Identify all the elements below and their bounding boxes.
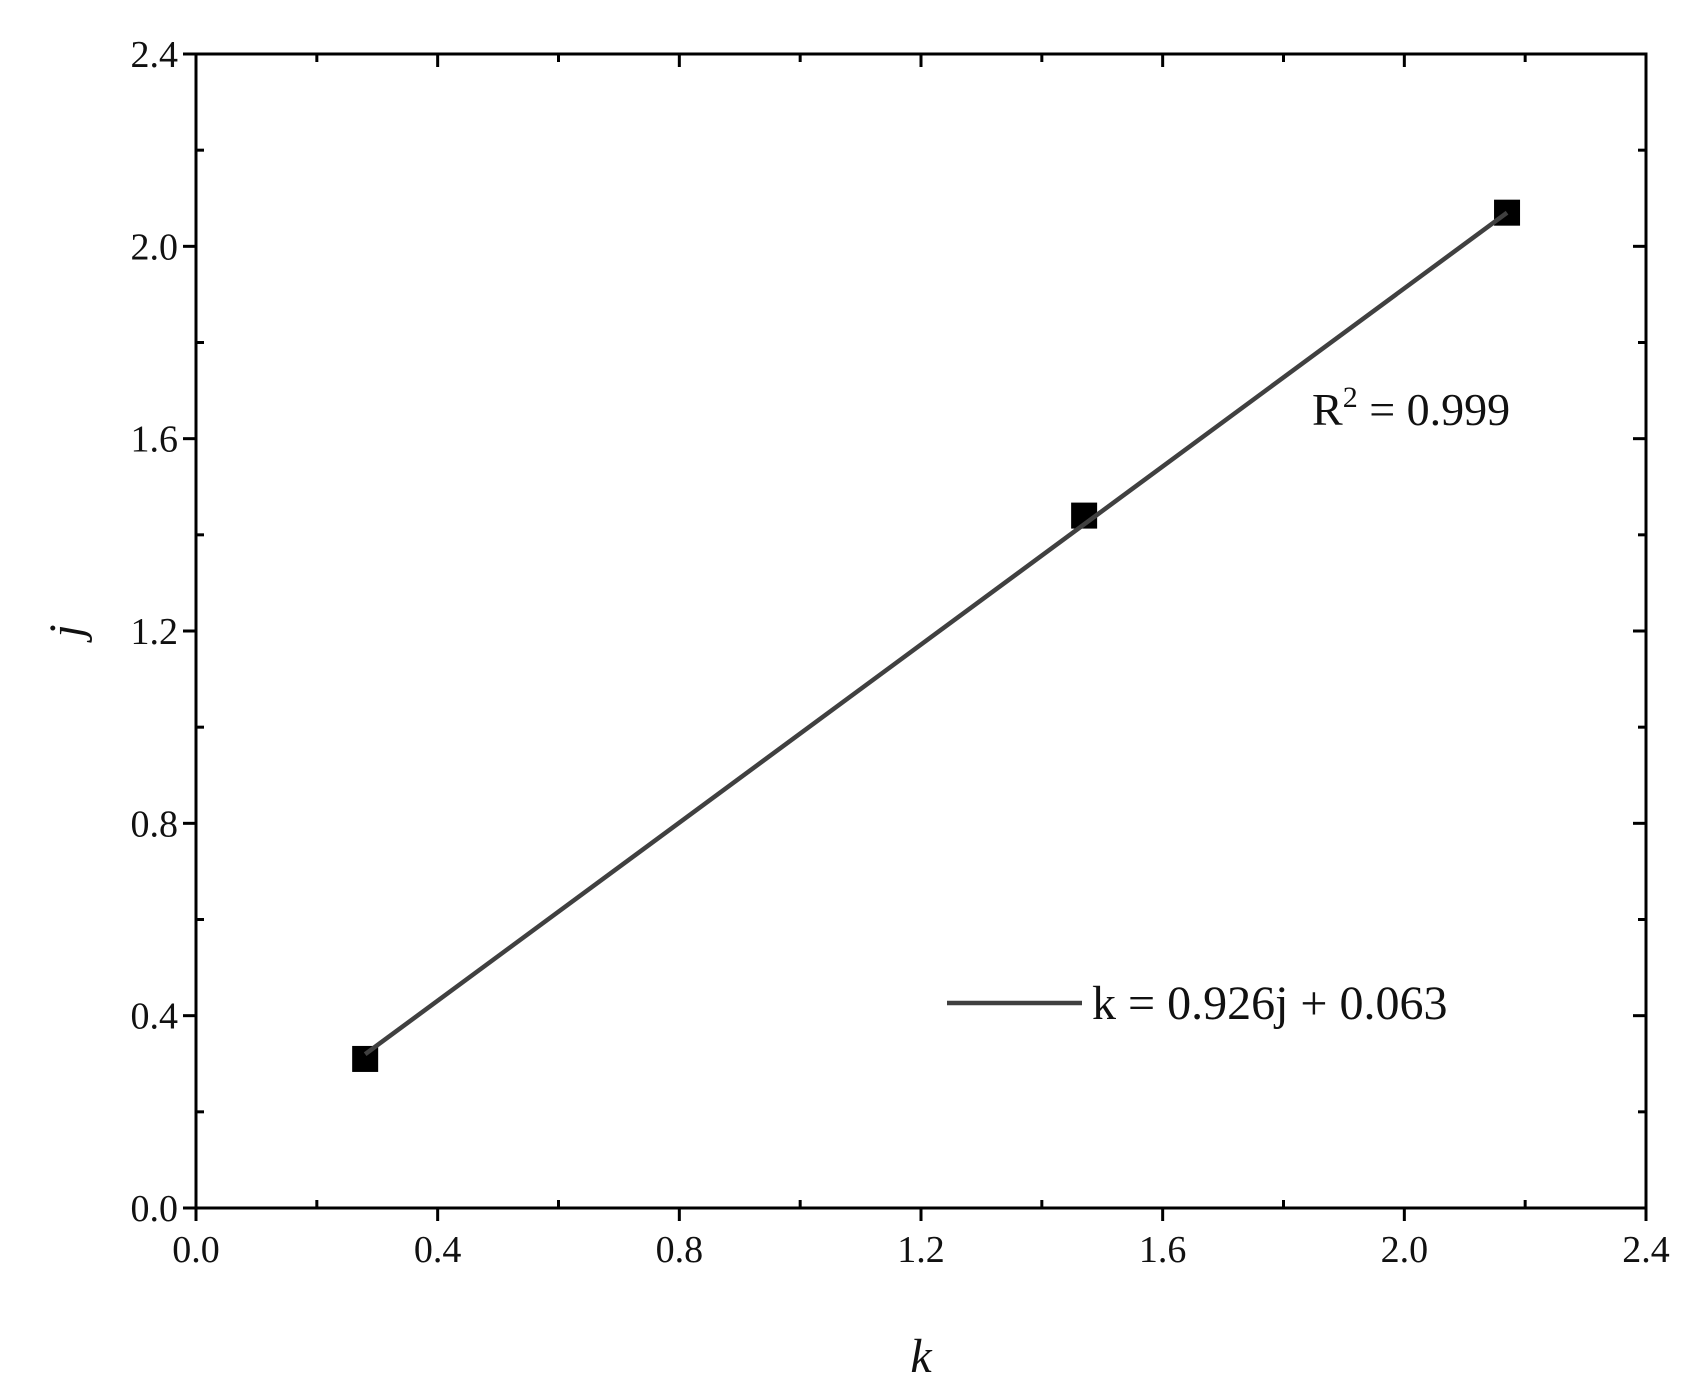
x-tick-label: 1.6 xyxy=(1139,1229,1187,1271)
fit-line xyxy=(363,210,1509,1056)
x-tick-label: 0.0 xyxy=(172,1229,220,1271)
y-tick-label: 0.4 xyxy=(131,996,179,1038)
x-tick-label: 2.0 xyxy=(1381,1229,1429,1271)
x-tick-label: 1.2 xyxy=(897,1229,945,1271)
annotation: R2 = 0.999 xyxy=(1312,381,1510,435)
y-tick-label: 0.0 xyxy=(131,1188,179,1230)
legend-label: k = 0.926j + 0.063 xyxy=(1092,977,1447,1030)
annotation-superscript: 2 xyxy=(1343,381,1358,414)
y-tick-label: 2.4 xyxy=(131,34,179,76)
y-tick-label: 1.6 xyxy=(131,419,179,461)
y-tick-label: 0.8 xyxy=(131,803,179,845)
annotation-text: R xyxy=(1312,384,1343,435)
x-tick-label: 0.8 xyxy=(656,1229,704,1271)
y-tick-label: 2.0 xyxy=(131,226,179,268)
plot-frame xyxy=(194,52,1648,1210)
y-tick-label: 1.2 xyxy=(131,611,179,653)
y-axis-label: j xyxy=(40,624,93,643)
x-tick-label: 2.4 xyxy=(1622,1229,1670,1271)
annotation-suffix: = 0.999 xyxy=(1358,384,1510,435)
x-axis-label: k xyxy=(910,1330,933,1383)
x-tick-label: 0.4 xyxy=(414,1229,462,1271)
